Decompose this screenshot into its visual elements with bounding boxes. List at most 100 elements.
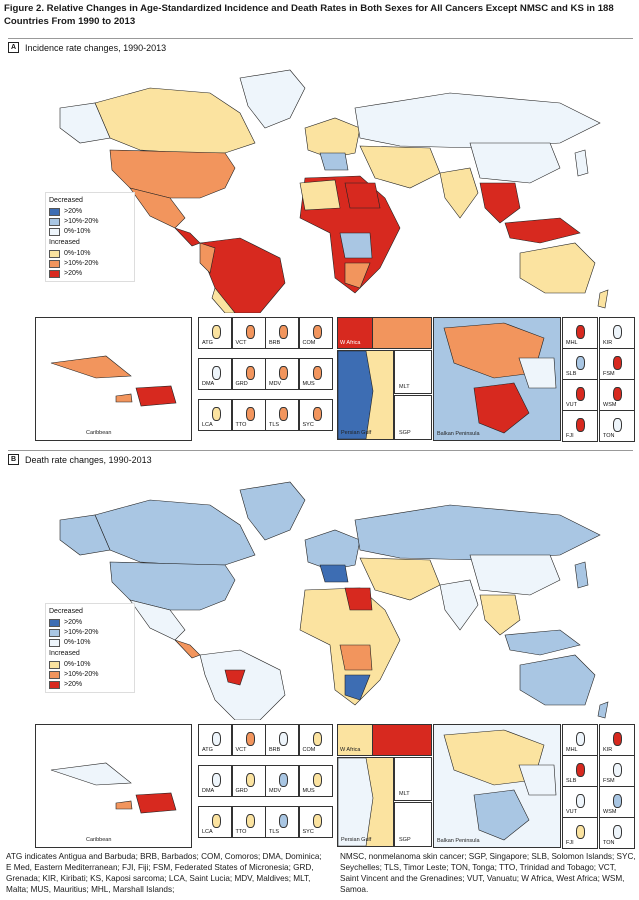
island-label: TTO bbox=[235, 422, 247, 428]
island-label: GRD bbox=[235, 788, 248, 794]
legend-label: 0%-10% bbox=[64, 228, 91, 235]
island-label: MUS bbox=[302, 788, 315, 794]
island-inset-mdv: MDV bbox=[265, 358, 299, 390]
island-inset-syc: SYC bbox=[298, 399, 333, 431]
caribbean-label: Caribbean bbox=[86, 837, 112, 843]
balkan-label: Balkan Peninsula bbox=[437, 431, 480, 437]
legend-row: >20% bbox=[49, 680, 131, 690]
island-shape bbox=[576, 387, 585, 401]
island-shape bbox=[613, 387, 622, 401]
island-shape bbox=[576, 356, 585, 370]
panel-b-title: Death rate changes, 1990-2013 bbox=[25, 454, 152, 465]
mlt-label: MLT bbox=[399, 384, 410, 390]
island-shape bbox=[279, 325, 288, 339]
island-inset-tto: TTO bbox=[231, 806, 266, 838]
island-inset-vct: VCT bbox=[231, 317, 266, 349]
island-shape bbox=[613, 356, 622, 370]
island-shape bbox=[212, 773, 221, 787]
sgp-inset: SGP bbox=[394, 395, 432, 440]
island-label: MDV bbox=[269, 788, 282, 794]
island-shape bbox=[279, 366, 288, 380]
island-inset-atg: ATG bbox=[198, 724, 232, 756]
island-label: MHL bbox=[566, 747, 578, 753]
legend-swatch bbox=[49, 661, 60, 669]
sgp-inset: SGP bbox=[394, 802, 432, 847]
pacific-inset-fsm: FSM bbox=[599, 348, 635, 380]
legend-label: >10%-20% bbox=[64, 629, 99, 636]
island-shape bbox=[312, 325, 322, 339]
island-shape bbox=[245, 407, 255, 421]
island-inset-com: COM bbox=[298, 724, 333, 756]
island-shape bbox=[613, 763, 622, 777]
island-label: TON bbox=[603, 433, 615, 439]
island-shape bbox=[212, 814, 221, 828]
legend-label: 0%-10% bbox=[64, 661, 91, 668]
island-shape bbox=[312, 732, 322, 746]
pacific-inset-slb: SLB bbox=[562, 755, 598, 787]
island-label: BRB bbox=[269, 747, 281, 753]
footnote-abbreviations-left: ATG indicates Antigua and Barbuda; BRB, … bbox=[6, 852, 322, 894]
persian-gulf-label: Persian Gulf bbox=[341, 430, 372, 436]
island-inset-tto: TTO bbox=[231, 399, 266, 431]
island-shape bbox=[212, 366, 221, 380]
island-shape bbox=[245, 366, 255, 380]
island-label: TON bbox=[603, 840, 615, 846]
legend-label: >20% bbox=[64, 681, 83, 688]
pacific-inset-vut: VUT bbox=[562, 379, 598, 411]
persian-gulf-map bbox=[338, 758, 374, 846]
island-label: MHL bbox=[566, 340, 578, 346]
legend-row: >20% bbox=[49, 269, 131, 279]
sgp-label: SGP bbox=[399, 430, 411, 436]
island-inset-brb: BRB bbox=[265, 724, 299, 756]
panel-a-header: A Incidence rate changes, 1990-2013 bbox=[8, 42, 166, 53]
island-inset-lca: LCA bbox=[198, 806, 232, 838]
island-shape bbox=[576, 794, 585, 808]
island-label: FSM bbox=[603, 371, 615, 377]
panel-b-header: B Death rate changes, 1990-2013 bbox=[8, 454, 152, 465]
island-label: TTO bbox=[235, 829, 247, 835]
legend-swatch bbox=[49, 228, 60, 236]
pacific-inset-kir: KIR bbox=[599, 317, 635, 349]
island-label: VUT bbox=[566, 402, 577, 408]
balkan-map bbox=[443, 729, 557, 841]
island-label: KIR bbox=[603, 340, 613, 346]
island-label: DMA bbox=[202, 788, 215, 794]
incidence-world-map bbox=[59, 69, 609, 313]
island-label: ATG bbox=[202, 747, 213, 753]
legend-swatch bbox=[49, 218, 60, 226]
legend-row: 0%-10% bbox=[49, 249, 131, 259]
legend-row: >10%-20% bbox=[49, 217, 131, 227]
legend-swatch bbox=[49, 250, 60, 258]
island-label: DMA bbox=[202, 381, 215, 387]
legend-swatch bbox=[49, 208, 60, 216]
island-label: GRD bbox=[235, 381, 248, 387]
death-legend: Decreased >20% >10%-20% 0%-10% Increased… bbox=[45, 603, 135, 693]
island-shape bbox=[212, 325, 221, 339]
pacific-inset-mhl: MHL bbox=[562, 724, 598, 756]
legend-row: >10%-20% bbox=[49, 259, 131, 269]
island-shape bbox=[312, 366, 322, 380]
island-label: ATG bbox=[202, 340, 213, 346]
island-shape bbox=[576, 763, 585, 777]
caribbean-inset: Caribbean bbox=[35, 724, 192, 848]
island-shape bbox=[212, 732, 221, 746]
panel-a-rule bbox=[8, 38, 633, 39]
legend-decreased-heading: Decreased bbox=[49, 197, 83, 204]
island-inset-mus: MUS bbox=[298, 358, 333, 390]
island-label: SLB bbox=[566, 778, 577, 784]
figure-title: Figure 2. Relative Changes in Age-Standa… bbox=[4, 3, 614, 27]
island-inset-syc: SYC bbox=[298, 806, 333, 838]
legend-label: 0%-10% bbox=[64, 250, 91, 257]
panel-b-rule bbox=[8, 450, 633, 451]
legend-label: 0%-10% bbox=[64, 639, 91, 646]
island-label: FJI bbox=[566, 433, 574, 439]
w-africa-inset: W Africa bbox=[337, 724, 374, 756]
island-label: VUT bbox=[566, 809, 577, 815]
island-label: FSM bbox=[603, 778, 615, 784]
legend-swatch bbox=[49, 629, 60, 637]
panel-a-letter: A bbox=[8, 42, 19, 53]
island-label: WSM bbox=[603, 402, 617, 408]
island-shape bbox=[576, 325, 585, 339]
pacific-inset-fji: FJI bbox=[562, 817, 598, 849]
pacific-inset-fsm: FSM bbox=[599, 755, 635, 787]
